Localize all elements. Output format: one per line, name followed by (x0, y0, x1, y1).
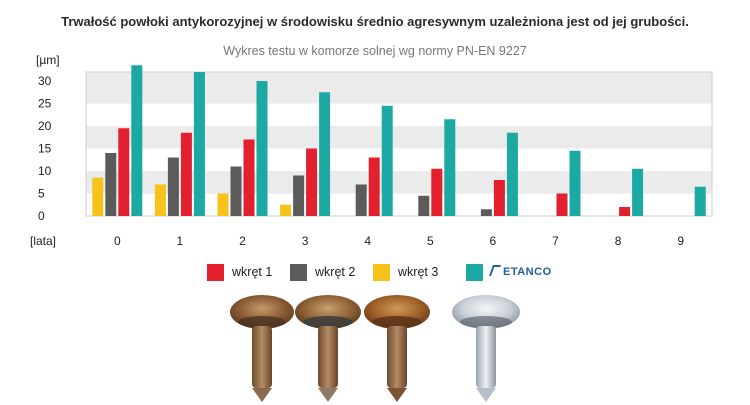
screw-photo-wkret-3 (364, 295, 430, 402)
y-tick-label: 10 (38, 164, 52, 178)
legend-label: wkręt 1 (232, 265, 273, 279)
y-axis-label: [µm] (36, 53, 60, 67)
bar (230, 166, 242, 216)
bar (569, 150, 581, 216)
legend-swatch (207, 263, 224, 281)
bar (556, 193, 568, 216)
etanco-logo-mark (488, 265, 502, 276)
bar (293, 175, 305, 216)
grid-band (86, 126, 712, 149)
y-tick-label: 25 (38, 97, 52, 111)
legend-swatch (373, 263, 390, 281)
legend-item-etanco: ETANCO (466, 262, 552, 282)
legend-item-wkret-1: wkręt 1 (207, 262, 272, 282)
bar (632, 168, 644, 216)
screw-photo-wkret-2 (295, 295, 361, 402)
y-tick-label: 0 (38, 209, 45, 223)
etanco-logo: ETANCO (488, 265, 552, 279)
bar (319, 92, 331, 216)
x-tick-label: 1 (177, 234, 184, 248)
screw-photo-etanco (452, 295, 520, 402)
bar (694, 186, 706, 216)
legend-swatch (466, 263, 483, 281)
screw-photos (230, 295, 520, 402)
plot-frame (85, 71, 713, 217)
bar (480, 209, 492, 216)
y-tick-label: 15 (38, 142, 52, 156)
bar (306, 148, 318, 216)
x-tick-label: 3 (302, 234, 309, 248)
bar (131, 65, 143, 216)
bar-chart: 0 5 10 15 20 25 30 [µm] [lata] 0 1 2 3 4 5 6 7 8 9 (30, 53, 713, 248)
screw-photo-wkret-1 (230, 295, 294, 402)
x-tick-label: 8 (615, 234, 622, 248)
x-tick-label: 6 (490, 234, 497, 248)
legend-label: ETANCO (503, 266, 552, 278)
bar (118, 128, 130, 216)
bar (506, 132, 518, 216)
bar (444, 119, 456, 216)
y-tick-label: 5 (38, 187, 45, 201)
bar (256, 81, 268, 216)
bar (381, 105, 393, 216)
grid-band (86, 171, 712, 194)
chart-subtitle: Wykres testu w komorze solnej wg normy P… (223, 44, 527, 58)
bar (105, 153, 117, 216)
legend-swatch (290, 263, 307, 281)
x-tick-label: 2 (239, 234, 246, 248)
bar (368, 157, 380, 216)
bar (280, 204, 292, 216)
grid-band (86, 81, 712, 104)
bar (92, 177, 104, 216)
legend-item-wkret-2: wkręt 2 (290, 262, 355, 282)
grid-band (86, 72, 712, 81)
bar (154, 184, 166, 216)
x-axis-label: [lata] (30, 234, 56, 248)
chart-title: Trwałość powłoki antykorozyjnej w środow… (61, 14, 689, 29)
y-tick-label: 30 (38, 74, 52, 88)
bar (493, 180, 505, 216)
legend-label: wkręt 3 (398, 265, 439, 279)
bar (418, 195, 430, 216)
bar (217, 193, 229, 216)
legend-item-wkret-3: wkręt 3 (373, 262, 438, 282)
bar (619, 207, 631, 216)
bar (193, 72, 205, 216)
bar (167, 157, 179, 216)
y-tick-label: 20 (38, 119, 52, 133)
chart-legend: wkręt 1 wkręt 2 wkręt 3 ETANCO (0, 262, 750, 284)
legend-label: wkręt 2 (315, 265, 356, 279)
bar (180, 132, 192, 216)
bar (431, 168, 443, 216)
x-tick-label: 9 (677, 234, 684, 248)
x-tick-label: 7 (552, 234, 559, 248)
bar (243, 139, 255, 216)
x-tick-label: 4 (364, 234, 371, 248)
bar (355, 184, 367, 216)
x-tick-label: 5 (427, 234, 434, 248)
x-tick-label: 0 (114, 234, 121, 248)
